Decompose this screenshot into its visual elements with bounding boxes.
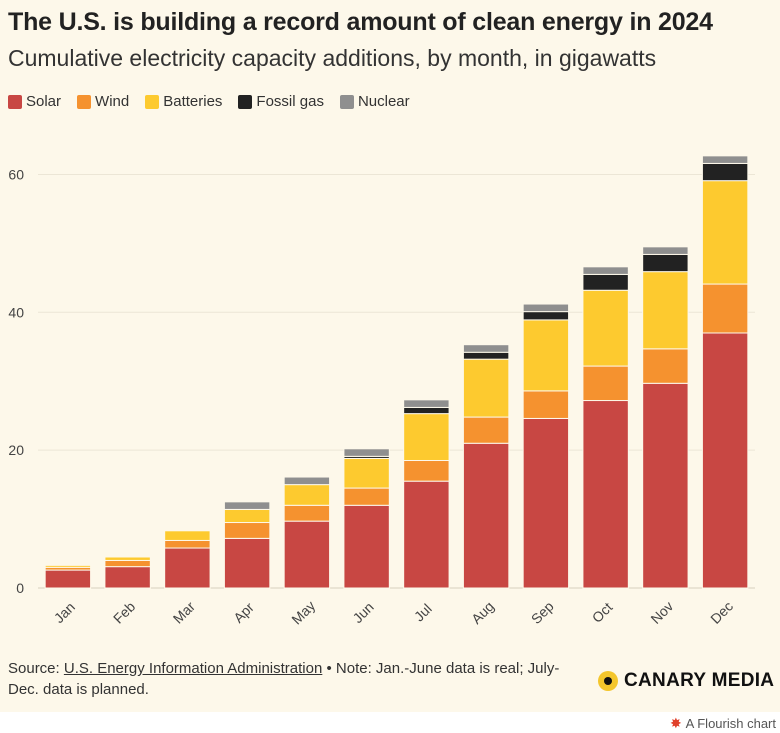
x-tick-label: Sep bbox=[528, 598, 557, 627]
bar-segment-solar-jun[interactable] bbox=[343, 504, 390, 589]
bar-segment-wind-mar[interactable] bbox=[164, 539, 211, 549]
bar-segment-wind-apr[interactable] bbox=[223, 522, 271, 539]
y-tick-label: 60 bbox=[8, 166, 24, 182]
legend-label: Nuclear bbox=[357, 93, 410, 110]
bar-segment-fossil-gas-aug[interactable] bbox=[462, 351, 510, 360]
bar-segment-wind-jun[interactable] bbox=[343, 487, 390, 506]
x-tick-label: Aug bbox=[468, 598, 497, 627]
bar-segment-batteries-apr[interactable] bbox=[223, 508, 271, 524]
stacked-bar-chart: 0 20 40 60 Jan Feb Mar Apr May Jun Jul Aug Sep Oct Nov… bbox=[8, 155, 755, 627]
bar-segment-batteries-dec[interactable] bbox=[701, 180, 749, 285]
x-tick-label: Dec bbox=[707, 598, 736, 627]
bar-segment-solar-apr[interactable] bbox=[223, 537, 271, 589]
bar-segment-wind-dec[interactable] bbox=[701, 283, 749, 334]
brand-name: CANARY MEDIA bbox=[624, 670, 775, 691]
x-tick-label: Feb bbox=[110, 598, 139, 627]
bar-segment-nuclear-apr[interactable] bbox=[223, 501, 271, 510]
bar-segment-fossil-gas-jul[interactable] bbox=[403, 406, 450, 415]
bar-segment-batteries-aug[interactable] bbox=[462, 358, 510, 418]
canary-media-logo[interactable]: CANARY MEDIA bbox=[598, 670, 774, 692]
chart-title: The U.S. is building a record amount of … bbox=[8, 8, 713, 36]
bar-segment-nuclear-jan[interactable] bbox=[44, 564, 92, 566]
x-tick-label: Jan bbox=[51, 599, 78, 626]
legend-swatch bbox=[339, 94, 354, 109]
bar-segment-nuclear-jul[interactable] bbox=[403, 399, 450, 408]
bar-segment-nuclear-oct[interactable] bbox=[582, 266, 629, 275]
legend-item-solar[interactable]: Solar bbox=[8, 93, 61, 110]
bar-segment-solar-may[interactable] bbox=[283, 520, 331, 589]
bar-segment-wind-aug[interactable] bbox=[462, 416, 510, 444]
legend-label: Fossil gas bbox=[256, 93, 324, 110]
bar-segment-wind-oct[interactable] bbox=[582, 365, 629, 402]
bar-segment-batteries-jul[interactable] bbox=[403, 413, 450, 461]
x-tick-label: May bbox=[288, 597, 318, 627]
flourish-bar bbox=[0, 712, 780, 733]
bar-segment-nuclear-sep[interactable] bbox=[522, 303, 570, 313]
bar-segment-fossil-gas-sep[interactable] bbox=[522, 311, 570, 321]
bar-segment-nuclear-dec[interactable] bbox=[701, 155, 749, 164]
bar-segment-solar-dec[interactable] bbox=[701, 332, 749, 589]
legend-item-batteries[interactable]: Batteries bbox=[145, 93, 222, 110]
bar-segment-nuclear-jun[interactable] bbox=[343, 448, 390, 457]
bar-segment-batteries-mar[interactable] bbox=[164, 530, 211, 541]
legend-label: Solar bbox=[26, 93, 62, 110]
legend-swatch bbox=[145, 94, 160, 109]
chart-subtitle: Cumulative electricity capacity addition… bbox=[8, 45, 657, 71]
bar-segment-solar-aug[interactable] bbox=[462, 442, 510, 589]
bar-segment-wind-feb[interactable] bbox=[104, 559, 151, 568]
bar-segment-wind-may[interactable] bbox=[283, 504, 331, 522]
bar-segment-batteries-nov[interactable] bbox=[642, 271, 689, 350]
bar-segment-solar-feb[interactable] bbox=[104, 566, 151, 589]
bar-segment-wind-sep[interactable] bbox=[522, 390, 570, 419]
bar-segment-nuclear-feb[interactable] bbox=[104, 555, 151, 558]
x-tick-label: Apr bbox=[230, 599, 257, 626]
legend-item-wind[interactable]: Wind bbox=[77, 93, 129, 110]
bar-segment-fossil-gas-oct[interactable] bbox=[582, 273, 629, 291]
legend-swatch bbox=[77, 94, 92, 109]
bar-segment-batteries-may[interactable] bbox=[283, 484, 331, 506]
x-tick-label: Nov bbox=[647, 598, 676, 627]
bar-segment-wind-jul[interactable] bbox=[403, 459, 450, 482]
footer-source: Source: U.S. Energy Information Administ… bbox=[8, 658, 578, 700]
bar-segment-fossil-gas-nov[interactable] bbox=[642, 253, 689, 273]
bar-segment-nuclear-nov[interactable] bbox=[642, 246, 689, 255]
bar-segment-batteries-jun[interactable] bbox=[343, 457, 390, 489]
bar-segment-solar-jul[interactable] bbox=[403, 480, 450, 589]
legend-swatch bbox=[238, 94, 253, 109]
legend-item-fossil-gas[interactable]: Fossil gas bbox=[238, 93, 324, 110]
bar-segment-batteries-sep[interactable] bbox=[522, 319, 570, 392]
legend-item-nuclear[interactable]: Nuclear bbox=[339, 93, 410, 110]
bar-segment-fossil-gas-dec[interactable] bbox=[701, 162, 749, 182]
bar-segment-batteries-oct[interactable] bbox=[582, 289, 629, 367]
bar-segment-nuclear-aug[interactable] bbox=[462, 344, 510, 353]
x-tick-label: Jul bbox=[411, 600, 435, 624]
bar-segment-solar-sep[interactable] bbox=[522, 417, 570, 589]
y-tick-label: 20 bbox=[8, 442, 24, 458]
bar-segment-solar-jan[interactable] bbox=[44, 569, 92, 589]
x-tick-label: Oct bbox=[589, 599, 616, 626]
bar-segment-wind-nov[interactable] bbox=[642, 348, 689, 384]
bar-segment-batteries-feb[interactable] bbox=[104, 556, 151, 561]
flourish-star-icon: ✸ bbox=[669, 715, 682, 731]
legend-label: Wind bbox=[95, 93, 130, 110]
y-tick-label: 40 bbox=[8, 304, 24, 320]
x-tick-label: Mar bbox=[170, 598, 199, 627]
canary-logo-icon bbox=[598, 671, 618, 691]
bar-segment-solar-oct[interactable] bbox=[582, 400, 629, 589]
bar-segment-solar-mar[interactable] bbox=[164, 547, 211, 589]
bar-segment-nuclear-may[interactable] bbox=[283, 476, 331, 486]
flourish-credit[interactable]: ✸ A Flourish chart bbox=[670, 715, 776, 732]
y-tick-label: 0 bbox=[16, 580, 24, 596]
legend: Solar Wind Batteries Fossil gas Nuclear bbox=[8, 93, 410, 110]
flourish-label: A Flourish chart bbox=[685, 716, 776, 731]
bar-segment-solar-nov[interactable] bbox=[642, 382, 689, 589]
legend-label: Batteries bbox=[163, 93, 223, 110]
x-tick-label: Jun bbox=[349, 599, 376, 626]
legend-swatch bbox=[8, 94, 22, 109]
source-note: • Note: Jan.-June data is real; July-Dec… bbox=[8, 660, 560, 698]
source-link[interactable]: U.S. Energy Information Administration bbox=[63, 660, 323, 677]
source-prefix: Source: bbox=[8, 660, 64, 677]
